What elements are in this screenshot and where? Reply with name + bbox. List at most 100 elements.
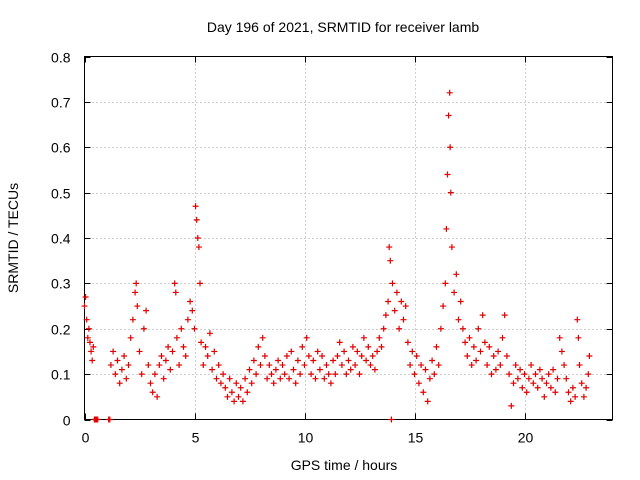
- data-point: [286, 375, 293, 382]
- data-point: [187, 298, 194, 305]
- data-point: [371, 366, 378, 373]
- data-point: [466, 334, 473, 341]
- data-point: [525, 375, 532, 382]
- data-point: [473, 357, 480, 364]
- data-point: [228, 389, 235, 396]
- data-point: [552, 389, 559, 396]
- y-tick-label: 0.6: [51, 140, 71, 156]
- data-point: [178, 325, 185, 332]
- chart-title: Day 196 of 2021, SRMTID for receiver lam…: [207, 19, 480, 35]
- data-point: [319, 352, 326, 359]
- data-point: [556, 334, 563, 341]
- data-point: [367, 362, 374, 369]
- data-point: [132, 289, 139, 296]
- data-point: [445, 112, 452, 119]
- data-point: [89, 357, 96, 364]
- data-point: [192, 203, 199, 210]
- data-point: [374, 348, 381, 355]
- data-markers: [81, 89, 593, 423]
- y-tick-label: 0.1: [51, 367, 71, 383]
- data-point: [299, 343, 306, 350]
- data-point: [169, 348, 176, 355]
- data-point: [198, 339, 205, 346]
- data-point: [172, 289, 179, 296]
- data-point: [407, 362, 414, 369]
- data-point: [462, 339, 469, 346]
- data-point: [534, 384, 541, 391]
- data-point: [290, 366, 297, 373]
- data-point: [389, 280, 396, 287]
- x-axis-label: GPS time / hours: [291, 457, 398, 473]
- data-point: [332, 371, 339, 378]
- data-point: [451, 289, 458, 296]
- data-point: [248, 380, 255, 387]
- data-point: [585, 371, 592, 378]
- data-point: [547, 384, 554, 391]
- data-point: [316, 366, 323, 373]
- x-tick-label: 5: [192, 430, 200, 446]
- data-point: [530, 380, 537, 387]
- data-point: [308, 371, 315, 378]
- data-point: [495, 348, 502, 355]
- data-point: [162, 357, 169, 364]
- data-point: [447, 144, 454, 151]
- data-point: [235, 393, 242, 400]
- data-point: [145, 362, 152, 369]
- data-point: [264, 375, 271, 382]
- data-point: [514, 375, 521, 382]
- data-point: [195, 244, 202, 251]
- data-point: [182, 352, 189, 359]
- data-point: [107, 362, 114, 369]
- data-point: [563, 375, 570, 382]
- data-point: [391, 307, 398, 314]
- data-point: [431, 371, 438, 378]
- data-point: [470, 343, 477, 350]
- data-point: [321, 375, 328, 382]
- data-point: [413, 352, 420, 359]
- data-point: [194, 235, 201, 241]
- data-point: [541, 393, 548, 400]
- data-point: [574, 316, 581, 323]
- data-point: [503, 352, 510, 359]
- data-point: [268, 371, 275, 378]
- data-point: [539, 375, 546, 382]
- data-point: [257, 362, 264, 369]
- data-point: [492, 366, 499, 373]
- data-point: [171, 280, 178, 287]
- data-point: [259, 334, 266, 341]
- data-point: [554, 375, 561, 382]
- data-point: [312, 375, 319, 382]
- data-point: [125, 362, 132, 369]
- data-point: [334, 352, 341, 359]
- data-point: [356, 371, 363, 378]
- data-point: [448, 244, 455, 251]
- data-point: [277, 375, 284, 382]
- data-point: [341, 348, 348, 355]
- data-point: [127, 334, 134, 341]
- data-point: [343, 371, 350, 378]
- data-point: [270, 380, 277, 387]
- data-point: [83, 316, 90, 323]
- data-point: [200, 362, 207, 369]
- data-point: [110, 348, 117, 355]
- data-point: [499, 334, 506, 341]
- data-point: [396, 325, 403, 332]
- data-point: [388, 416, 395, 423]
- data-point: [536, 366, 543, 373]
- data-point: [415, 380, 422, 387]
- data-point: [345, 357, 352, 364]
- data-point: [446, 89, 453, 96]
- data-point: [279, 362, 286, 369]
- data-point: [156, 362, 163, 369]
- data-point: [490, 352, 497, 359]
- data-point: [325, 371, 332, 378]
- y-tick-label: 0.8: [51, 50, 71, 66]
- data-point: [82, 293, 89, 300]
- data-point: [292, 380, 299, 387]
- data-point: [435, 362, 442, 369]
- y-tick-label: 0.5: [51, 186, 71, 202]
- data-point: [580, 393, 587, 400]
- data-point: [575, 334, 582, 341]
- data-point: [189, 307, 196, 314]
- data-point: [561, 362, 568, 369]
